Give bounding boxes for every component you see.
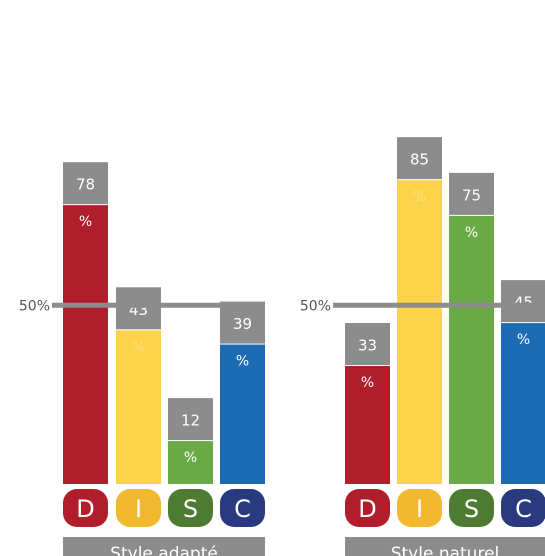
category-badge-i-1	[397, 489, 442, 527]
value-label-c-0: 39	[233, 315, 252, 333]
category-label-s-0: S	[183, 495, 198, 523]
reference-line-label-1: 50%	[300, 298, 331, 314]
percent-label-s-0: %	[184, 450, 197, 466]
percent-label-c-0: %	[236, 354, 249, 370]
percent-label-d-0: %	[79, 214, 92, 230]
value-box-d-0	[63, 162, 108, 205]
caption-1: Style naturel	[391, 544, 500, 556]
percent-label-c-1: %	[517, 332, 530, 348]
percent-label-i-0: %	[132, 339, 145, 355]
category-badge-c-1	[501, 489, 545, 527]
value-label-d-0: 78	[76, 176, 95, 194]
caption-bar-0	[63, 537, 265, 556]
value-box-i-0	[116, 287, 161, 330]
value-box-c-1	[501, 280, 545, 323]
category-badge-c-0	[220, 489, 265, 527]
value-box-c-0	[220, 301, 265, 344]
reference-line-1	[333, 302, 545, 308]
category-label-c-0: C	[234, 495, 251, 523]
bar-d-1	[345, 366, 390, 484]
value-label-d-1: 33	[358, 337, 377, 355]
category-badge-s-0	[168, 489, 213, 527]
value-box-d-1	[345, 323, 390, 366]
value-label-s-0: 12	[181, 412, 200, 430]
category-badge-i-0	[116, 489, 161, 527]
percent-label-i-1: %	[413, 189, 426, 205]
bar-s-1	[449, 215, 494, 484]
reference-line-label-0: 50%	[19, 298, 50, 314]
reference-line-0	[52, 302, 265, 308]
value-box-s-0	[168, 398, 213, 441]
bar-s-0	[168, 441, 213, 484]
category-badge-s-1	[449, 489, 494, 527]
bar-i-1	[397, 180, 442, 484]
value-box-i-1	[397, 137, 442, 180]
caption-bar-1	[345, 537, 545, 556]
category-label-d-0: D	[76, 495, 94, 523]
caption-0: Style adapté	[110, 544, 218, 556]
category-label-i-0: I	[135, 495, 142, 523]
category-label-d-1: D	[358, 495, 376, 523]
value-label-s-1: 75	[462, 186, 481, 204]
category-label-i-1: I	[416, 495, 423, 523]
bar-d-0	[63, 205, 108, 484]
category-badge-d-1	[345, 489, 390, 527]
percent-label-s-1: %	[465, 225, 478, 241]
value-box-s-1	[449, 172, 494, 215]
bar-c-1	[501, 323, 545, 484]
bar-c-0	[220, 344, 265, 484]
percent-label-d-1: %	[361, 375, 374, 391]
category-label-s-1: S	[464, 495, 479, 523]
category-label-c-1: C	[515, 495, 532, 523]
value-label-i-1: 85	[410, 151, 429, 169]
category-badge-d-0	[63, 489, 108, 527]
value-label-c-1: 45	[514, 294, 533, 312]
bar-i-0	[116, 330, 161, 484]
